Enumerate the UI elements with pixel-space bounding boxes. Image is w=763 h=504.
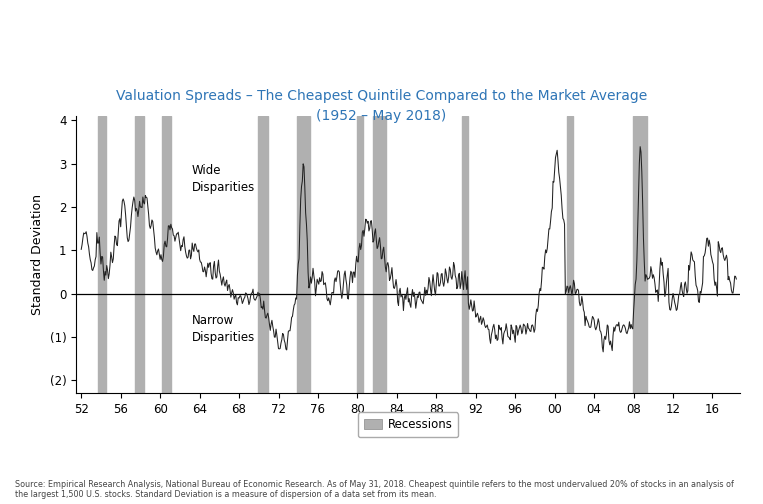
Bar xyxy=(633,116,647,393)
Bar xyxy=(136,116,144,393)
Bar xyxy=(162,116,171,393)
Text: (1952 – May 2018): (1952 – May 2018) xyxy=(317,109,446,123)
Bar xyxy=(373,116,386,393)
Text: Narrow
Disparities: Narrow Disparities xyxy=(192,314,255,344)
Bar xyxy=(258,116,268,393)
Legend: Recessions: Recessions xyxy=(358,412,459,437)
Text: Valuation Spreads – The Cheapest Quintile Compared to the Market Average: Valuation Spreads – The Cheapest Quintil… xyxy=(116,89,647,103)
Text: Wide
Disparities: Wide Disparities xyxy=(192,164,255,194)
Bar xyxy=(98,116,106,393)
Bar xyxy=(357,116,363,393)
Bar xyxy=(566,116,574,393)
Bar xyxy=(298,116,310,393)
Text: Source: Empirical Research Analysis, National Bureau of Economic Research. As of: Source: Empirical Research Analysis, Nat… xyxy=(15,480,734,499)
Bar xyxy=(462,116,468,393)
Y-axis label: Standard Deviation: Standard Deviation xyxy=(31,194,44,315)
